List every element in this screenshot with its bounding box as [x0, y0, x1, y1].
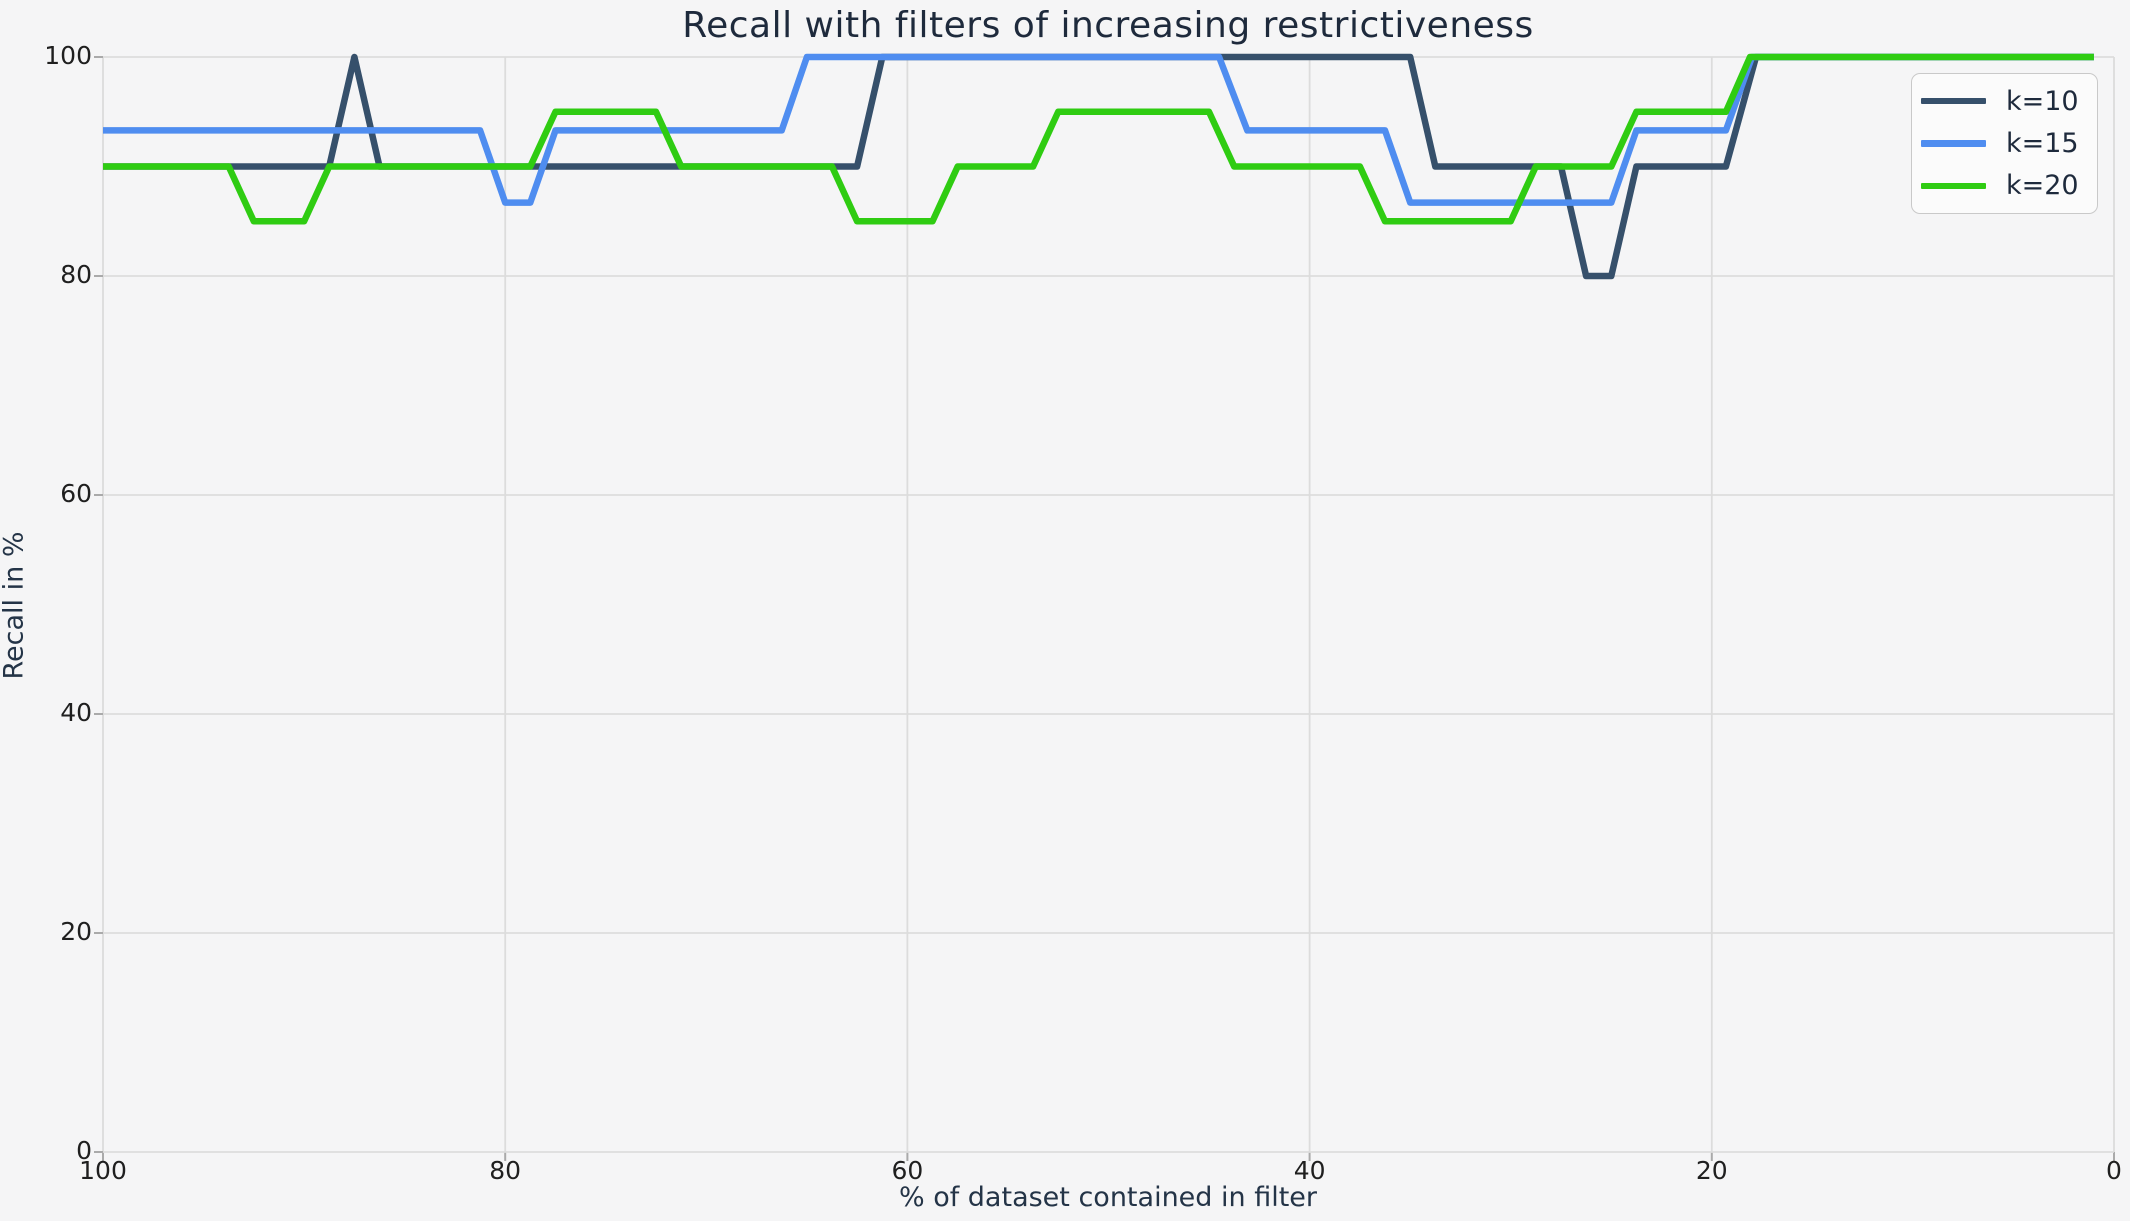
x-tick-label-80: 80 [489, 1156, 522, 1185]
y-axis-label: Recall in % [0, 531, 30, 680]
legend-swatch-k10 [1921, 97, 1986, 105]
legend-label-k15: k=15 [2006, 127, 2079, 159]
legend-label-k20: k=20 [2006, 170, 2079, 202]
legend-item-k20: k=20 [1912, 165, 2097, 207]
x-tick-label-100: 100 [79, 1156, 127, 1185]
chart-title: Recall with filters of increasing restri… [682, 5, 1534, 46]
x-tick-label-20: 20 [1695, 1156, 1728, 1185]
legend-swatch-k15 [1921, 140, 1986, 147]
legend: k=10 k=15 k=20 [1911, 73, 2098, 214]
legend-label-k10: k=10 [2006, 85, 2079, 117]
series-line-k10 [103, 53, 2094, 280]
x-tick-label-60: 60 [891, 1156, 924, 1185]
series-line-k20 [103, 53, 2094, 225]
y-tick-label-20: 20 [60, 917, 92, 946]
x-tick-label-40: 40 [1293, 1156, 1326, 1185]
y-tick-label-60: 60 [60, 479, 92, 508]
y-tick-label-40: 40 [60, 698, 92, 727]
x-tick-label-0: 0 [2106, 1156, 2122, 1185]
legend-swatch-k20 [1921, 182, 1986, 190]
y-tick-label-0: 0 [76, 1136, 92, 1165]
legend-item-k15: k=15 [1912, 122, 2097, 164]
y-tick-label-100: 100 [44, 41, 92, 70]
y-tick-label-80: 80 [60, 260, 92, 289]
series-line-k15 [103, 53, 2094, 206]
x-axis-label: % of dataset contained in filter [898, 1182, 1318, 1213]
legend-item-k10: k=10 [1912, 80, 2097, 122]
